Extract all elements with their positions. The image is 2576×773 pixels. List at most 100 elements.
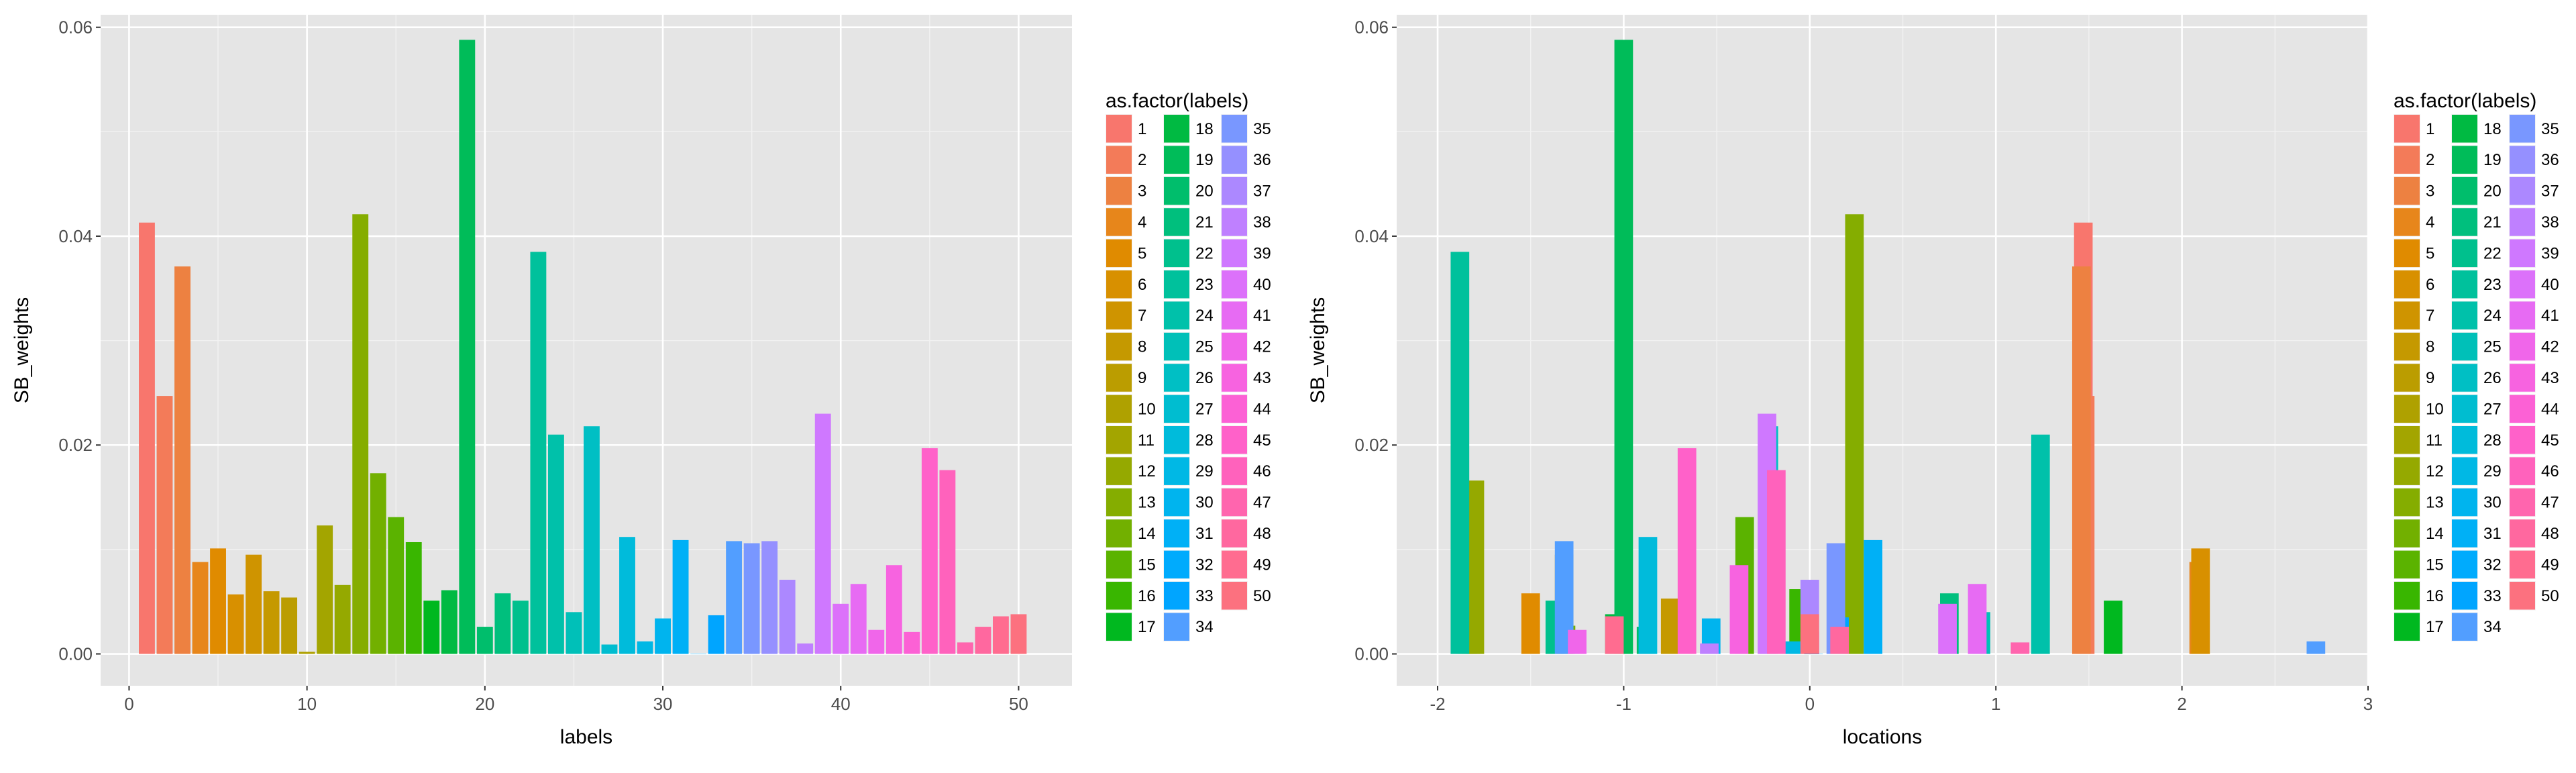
bar-33 — [708, 615, 724, 654]
bar-3 — [2072, 266, 2091, 654]
legend-key-2 — [2394, 146, 2420, 174]
bar-31 — [1864, 539, 1882, 654]
legend-label-6: 6 — [2426, 276, 2434, 294]
bar-2 — [156, 396, 173, 654]
bar-15 — [388, 517, 405, 654]
right-tick-labels: -2 -1 0 1 2 3 0.00 0.02 0.04 0.06 — [1354, 17, 2373, 714]
y-tick-label: 0.06 — [58, 17, 93, 38]
legend-label-38: 38 — [2541, 213, 2559, 231]
legend-key-31 — [1164, 519, 1189, 548]
legend-key-4 — [2394, 208, 2420, 236]
bar-25 — [566, 612, 582, 654]
legend-label-7: 7 — [2426, 307, 2434, 325]
bar-23 — [530, 252, 547, 654]
legend-label-43: 43 — [1253, 369, 1271, 387]
bar-32 — [1804, 654, 1823, 655]
right-y-axis-title: SB_weights — [1307, 297, 1329, 403]
legend-key-47 — [2510, 488, 2535, 517]
legend-key-14 — [2394, 519, 2420, 548]
bar-43 — [1729, 565, 1749, 654]
legend-label-50: 50 — [2541, 587, 2559, 605]
y-tick-label: 0.06 — [1354, 17, 1389, 38]
legend-key-30 — [2452, 488, 2477, 517]
left-x-axis-title: labels — [560, 726, 612, 748]
bar-4 — [192, 562, 209, 654]
legend-label-40: 40 — [2541, 276, 2559, 294]
legend-label-38: 38 — [1253, 213, 1271, 231]
legend-label-13: 13 — [2426, 494, 2444, 512]
bar-29 — [1783, 641, 1803, 654]
y-tick-label: 0.04 — [58, 226, 93, 246]
legend-key-41 — [1222, 301, 1247, 329]
legend-key-4 — [1106, 208, 1132, 236]
legend-key-11 — [2394, 426, 2420, 454]
legend-key-44 — [2510, 395, 2535, 423]
legend-key-20 — [1164, 176, 1189, 205]
legend-key-24 — [2452, 301, 2477, 329]
legend-key-19 — [2452, 146, 2477, 174]
legend-label-24: 24 — [1195, 307, 1214, 325]
x-tick-label: 0 — [1805, 694, 1815, 714]
legend-key-48 — [2510, 519, 2535, 548]
legend-key-42 — [2510, 332, 2535, 361]
bar-34 — [726, 541, 743, 654]
legend-key-28 — [1164, 426, 1189, 454]
legend-key-1 — [1106, 115, 1132, 143]
legend-key-10 — [1106, 395, 1132, 423]
legend-label-44: 44 — [1253, 400, 1271, 418]
legend-key-21 — [1164, 208, 1189, 236]
legend-key-49 — [2510, 550, 2535, 579]
legend-label-33: 33 — [1195, 587, 1214, 605]
legend-label-35: 35 — [2541, 120, 2559, 138]
legend-key-22 — [1164, 239, 1189, 268]
legend-label-2: 2 — [2426, 151, 2434, 169]
legend-label-27: 27 — [1195, 400, 1214, 418]
legend-label-10: 10 — [2426, 400, 2444, 418]
bar-7 — [246, 554, 262, 654]
legend-key-8 — [2394, 332, 2420, 361]
x-tick-label: 20 — [475, 694, 494, 714]
legend-label-20: 20 — [1195, 183, 1214, 201]
bar-50 — [1010, 614, 1027, 654]
bar-32 — [690, 654, 707, 655]
bar-13 — [352, 214, 369, 654]
legend-label-40: 40 — [1253, 276, 1271, 294]
legend-label-3: 3 — [1138, 183, 1146, 201]
legend-key-33 — [1164, 582, 1189, 610]
bar-19 — [1614, 40, 1633, 654]
legend-label-14: 14 — [2426, 525, 2444, 543]
bar-extra-34 — [2306, 641, 2326, 654]
bar-44 — [904, 631, 920, 654]
legend-label-31: 31 — [2483, 525, 2502, 543]
legend-key-20 — [2452, 176, 2477, 205]
bar-21 — [494, 593, 511, 654]
legend-label-5: 5 — [1138, 244, 1146, 262]
legend-key-43 — [1222, 364, 1247, 392]
legend-key-14 — [1106, 519, 1132, 548]
legend-key-44 — [1222, 395, 1247, 423]
legend-key-10 — [2394, 395, 2420, 423]
y-tick-label: 0.02 — [58, 435, 93, 455]
legend-label-27: 27 — [2483, 400, 2502, 418]
legend-key-31 — [2452, 519, 2477, 548]
legend-key-13 — [2394, 488, 2420, 517]
legend-key-23 — [1164, 270, 1189, 299]
legend-key-17 — [1106, 613, 1132, 641]
legend-key-5 — [2394, 239, 2420, 268]
legend-label-4: 4 — [1138, 213, 1146, 231]
legend-label-9: 9 — [1138, 369, 1146, 387]
legend-label-19: 19 — [2483, 151, 2502, 169]
legend-label-15: 15 — [1138, 556, 1156, 574]
legend-key-37 — [1222, 176, 1247, 205]
bar-1 — [139, 222, 155, 654]
bar-31 — [672, 539, 689, 654]
bar-50 — [1800, 614, 1819, 654]
bar-28 — [1638, 537, 1658, 654]
legend-label-34: 34 — [2483, 618, 2502, 636]
bar-41 — [1968, 584, 1987, 654]
legend-label-11: 11 — [2426, 431, 2443, 450]
legend-key-25 — [1164, 332, 1189, 361]
left-chart: 0 10 20 30 40 50 0.00 0.02 0.04 0.06 labels SB_we… — [11, 15, 1271, 748]
legend-label-26: 26 — [2483, 369, 2502, 387]
legend-key-27 — [2452, 395, 2477, 423]
